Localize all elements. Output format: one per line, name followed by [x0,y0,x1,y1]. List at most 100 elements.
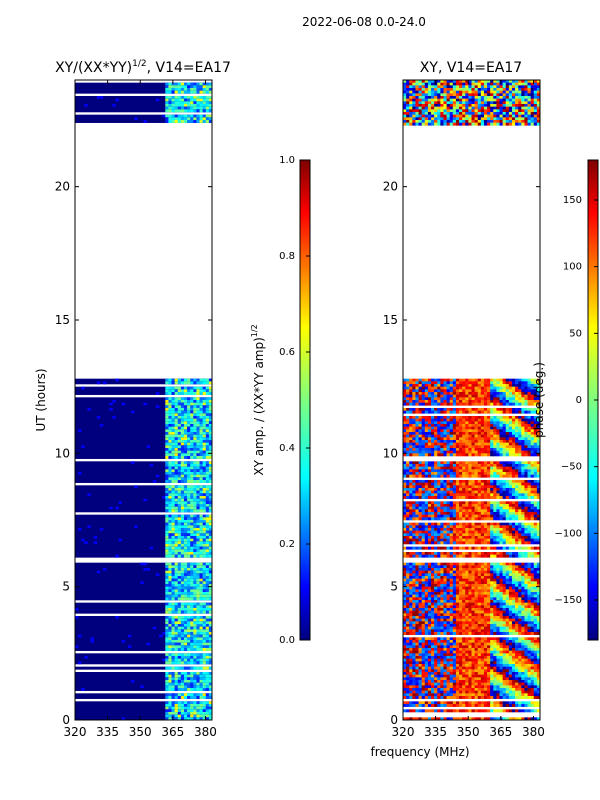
heatmap-cell [508,114,513,118]
heatmap-cell [168,530,172,534]
heatmap-cell [168,416,172,419]
heatmap-cell [183,450,188,454]
heatmap-cell [171,490,175,494]
heatmap-cell [202,568,207,571]
heatmap-cell [471,88,475,91]
heatmap-cell [427,402,432,406]
heatmap-cell [462,504,466,507]
heatmap-cell [446,453,451,457]
heatmap-cell [418,389,422,393]
heatmap-cell [174,685,179,689]
heatmap-cell [193,485,197,489]
heatmap-cell [171,442,175,446]
heatmap-cell [440,424,444,427]
heatmap-cell [524,416,528,419]
heatmap-cell [477,488,482,491]
heatmap-cell [536,104,540,107]
heatmap-cell [165,82,169,86]
heatmap-row [75,706,212,710]
heatmap-cell [418,114,422,118]
heatmap-cell [202,456,207,459]
heatmap-cell [502,474,507,478]
heatmap-cell [496,400,500,403]
heatmap-cell [190,109,194,113]
heatmap-cell [496,104,500,107]
heatmap-cell [183,408,188,411]
heatmap-cell [427,114,432,118]
heatmap-cell [177,450,182,454]
heatmap-cell [511,114,516,118]
heatmap-cell [180,440,185,443]
heatmap-cell [424,490,429,494]
heatmap-cell [199,552,203,555]
heatmap-cell [171,618,175,622]
heatmap-cell [193,96,197,99]
heatmap-cell [493,114,497,118]
heatmap-cell [490,424,494,427]
heatmap-cell [443,445,447,449]
heatmap-cell [449,480,454,483]
heatmap-cell [415,114,419,118]
heatmap-cell [180,432,185,435]
heatmap-cell [471,517,475,521]
heatmap-cell [165,594,169,598]
heatmap-cell [171,101,175,105]
heatmap-cell [418,437,422,441]
heatmap-cell [493,450,497,454]
heatmap-cell [168,578,172,582]
heatmap-cell [202,712,207,715]
heatmap-cell [471,101,475,105]
heatmap-cell [490,509,494,513]
heatmap-cell [487,96,491,99]
x-tick-label: 350 [129,725,152,739]
heatmap-cell [424,88,429,91]
heatmap-cell [171,528,175,531]
heatmap-cell [171,712,175,715]
heatmap-cell [434,392,438,395]
heatmap-cell [193,88,197,91]
heatmap-cell [493,426,497,430]
heatmap-cell [205,506,210,510]
heatmap-cell [521,432,525,435]
heatmap-cell [193,717,197,720]
heatmap-cell [440,98,444,102]
heatmap-cell [180,448,185,451]
heatmap-cell [524,397,528,401]
heatmap-cell [165,437,169,441]
heatmap-cell [440,432,444,435]
heatmap-cell [196,549,200,553]
heatmap-cell [527,429,531,433]
heatmap-cell [443,112,447,115]
heatmap-cell [205,704,210,707]
heatmap-cell [112,104,116,107]
heatmap-cell [180,677,185,681]
heatmap-cell [446,114,451,118]
heatmap-cell [190,453,194,457]
heatmap-cell [174,544,179,547]
heatmap-cell [180,488,185,491]
heatmap-cell [403,410,407,414]
heatmap-row [75,517,212,521]
heatmap-cell [180,410,185,414]
heatmap-cell [165,645,169,649]
heatmap-cell [487,434,491,438]
heatmap-cell [190,386,194,390]
heatmap-cell [177,493,182,497]
heatmap-cell [168,456,172,459]
heatmap-cell [515,80,519,83]
heatmap-cell [193,645,197,649]
heatmap-cell [524,464,528,467]
heatmap-cell [149,464,154,467]
heatmap-cell [515,445,519,449]
heatmap-cell [468,85,472,89]
heatmap-cell [465,104,469,107]
heatmap-cell [499,117,503,121]
heatmap-cell [187,477,191,481]
heatmap-cell [524,469,528,473]
heatmap-cell [199,90,203,94]
heatmap-row [75,597,212,601]
heatmap-cell [177,472,182,475]
heatmap-cell [403,416,407,419]
heatmap-cell [409,437,413,441]
heatmap-cell [524,453,528,457]
